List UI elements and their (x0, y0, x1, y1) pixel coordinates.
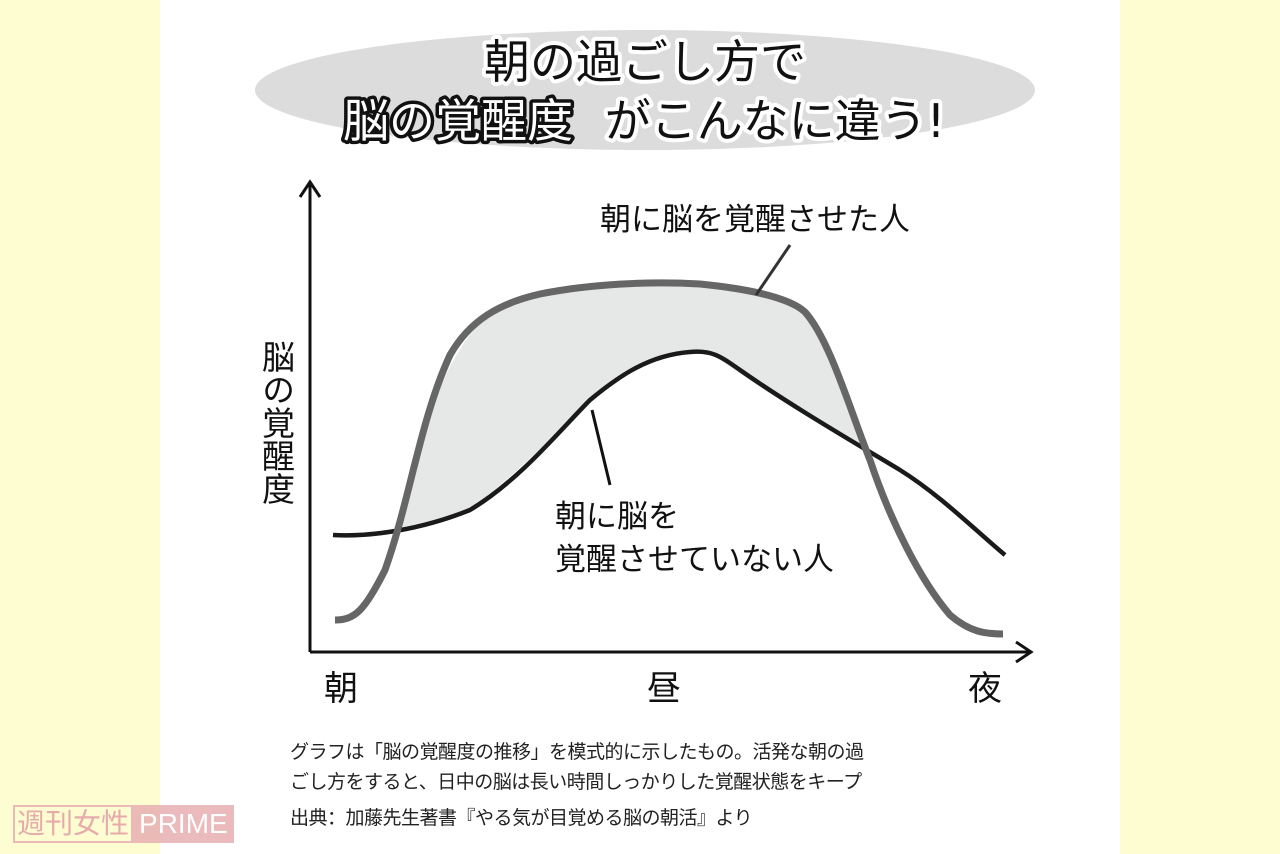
x-tick-noon: 昼 (647, 669, 681, 709)
awakened-label: 朝に脳を覚醒させた人 (600, 202, 910, 238)
awakened-curve (334, 279, 1004, 638)
title-line1: 朝の過ごし方で (484, 35, 806, 89)
x-tick-morning: 朝 (324, 669, 358, 709)
x-axis-arrow-icon (1015, 640, 1034, 664)
difference-area (400, 282, 870, 530)
watermark-part2: PRIME (133, 805, 234, 843)
x-tick-night: 夜 (968, 669, 1002, 709)
not-awakened-label-2: 覚醒させていない人 (555, 542, 834, 578)
not-awakened-leader (590, 409, 612, 486)
watermark-logo: 週刊女性 PRIME (13, 805, 234, 843)
caption-line2: ごし方をすると、日中の脳は長い時間しっかりした覚醒状態をキープ (290, 771, 862, 793)
title-ellipse (255, 30, 1035, 150)
y-axis-label: 脳の覚醒度 (257, 340, 296, 505)
caption-source: 出典：加藤先生著書『やる気が目覚める脳の朝活』より (290, 807, 753, 829)
y-axis-arrow-icon (298, 179, 322, 198)
title-line2-rest: がこんなに違う! (605, 94, 945, 148)
caption-line1: グラフは「脳の覚醒度の推移」を模式的に示したもの。活発な朝の過 (290, 741, 864, 763)
awakened-leader (754, 244, 792, 296)
not-awakened-curve (332, 349, 1007, 557)
watermark-part1: 週刊女性 (13, 805, 134, 843)
not-awakened-label-1: 朝に脳を (555, 499, 679, 535)
title-emphasis: 脳の覚醒度 (343, 94, 573, 148)
